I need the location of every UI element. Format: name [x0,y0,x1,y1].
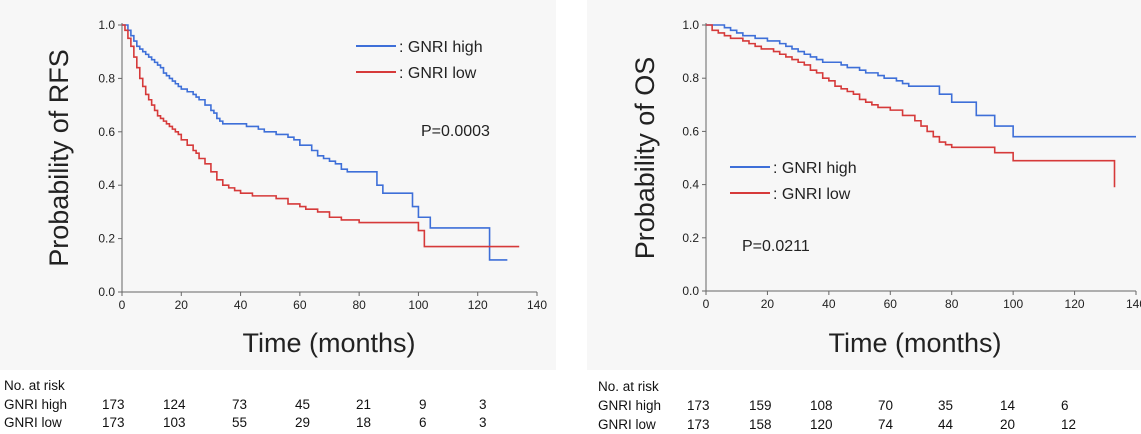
risk-cell: 6 [1061,398,1069,413]
risk-table-title: No. at risk [4,378,65,393]
risk-cell: 173 [687,417,710,432]
risk-cell: 35 [938,398,954,413]
x-tick-label: 60 [293,298,307,312]
risk-cell: 74 [878,417,894,432]
risk-cell: 3 [479,397,487,412]
survival-curve-low [122,24,520,248]
risk-cell: 173 [687,398,710,413]
risk-cell: 21 [356,397,372,412]
x-tick-label: 0 [119,298,126,312]
y-tick-label: 0.0 [98,285,115,299]
y-tick-label: 0.4 [682,178,699,192]
x-tick-label: 40 [822,297,836,311]
risk-cell: 12 [1061,417,1077,432]
risk-cell: 159 [749,398,772,413]
risk-cell: 20 [1000,417,1016,432]
y-tick-label: 1.0 [682,18,699,32]
x-tick-label: 40 [234,298,248,312]
y-tick-label: 0.2 [98,232,115,246]
risk-row-label: GNRI low [4,415,62,430]
x-tick-label: 120 [468,298,488,312]
risk-row-label: GNRI high [598,398,662,413]
y-axis-title: Probability of OS [630,57,660,260]
p-value-annotation: P=0.0003 [421,123,490,140]
risk-cell: 173 [102,397,125,412]
risk-cell: 18 [356,415,372,430]
risk-cell: 55 [232,415,248,430]
right-panel-background [587,0,1141,370]
legend-label: : GNRI low [773,186,851,203]
x-axis-title: Time (months) [828,328,1001,358]
chart-1: 0.0 0.2 0.4 0.6 0.8 1.0 0 20 40 60 80 100 120 140 Prob… [44,18,547,358]
left-panel-background [0,0,556,370]
risk-cell: 14 [1000,398,1016,413]
risk-cell: 44 [938,417,954,432]
risk-cell: 3 [479,415,487,430]
legend-label: : GNRI high [773,160,857,177]
x-tick-label: 120 [1065,297,1085,311]
risk-cell: 124 [163,397,186,412]
risk-cell: 6 [419,415,427,430]
y-tick-label: 0.6 [98,125,115,139]
risk-row-label: GNRI high [4,397,68,412]
risk-cell: 108 [810,398,833,413]
y-tick-label: 0.8 [98,71,115,85]
risk-cell: 70 [878,398,894,413]
x-tick-label: 60 [884,297,898,311]
y-tick-label: 0.2 [682,231,699,245]
risk-table-title: No. at risk [598,379,659,394]
risk-cell: 45 [295,397,311,412]
x-tick-label: 20 [761,297,775,311]
risk-cell: 120 [810,417,833,432]
survival-curve-high [706,24,1136,138]
x-tick-label: 100 [408,298,428,312]
x-tick-label: 100 [1003,297,1023,311]
y-axis-title: Probability of RFS [44,49,74,267]
x-tick-label: 20 [175,298,189,312]
x-tick-label: 80 [352,298,366,312]
p-value-annotation: P=0.0211 [742,238,810,255]
y-tick-label: 0.4 [98,178,115,192]
risk-cell: 103 [163,415,186,430]
legend-label: : GNRI high [399,39,483,56]
survival-curve-high [122,24,508,261]
risk-cell: 173 [102,415,125,430]
x-axis-title: Time (months) [242,328,415,358]
x-tick-label: 140 [1126,297,1141,311]
y-tick-label: 0.8 [682,71,699,85]
risk-cell: 9 [419,397,427,412]
risk-cell: 29 [295,415,311,430]
legend-label: : GNRI low [399,65,477,82]
y-tick-label: 0.0 [682,284,699,298]
y-tick-label: 0.6 [682,124,699,138]
survival-curve-low [706,24,1116,188]
chart-2: 0.0 0.2 0.4 0.6 0.8 1.0 0 20 40 60 80 100 120 140 Prob… [630,18,1141,358]
x-tick-label: 80 [945,297,959,311]
risk-cell: 73 [232,397,248,412]
risk-row-label: GNRI low [598,417,656,432]
x-tick-label: 0 [703,297,710,311]
risk-cell: 158 [749,417,772,432]
y-tick-label: 1.0 [98,18,115,32]
x-tick-label: 140 [527,298,547,312]
